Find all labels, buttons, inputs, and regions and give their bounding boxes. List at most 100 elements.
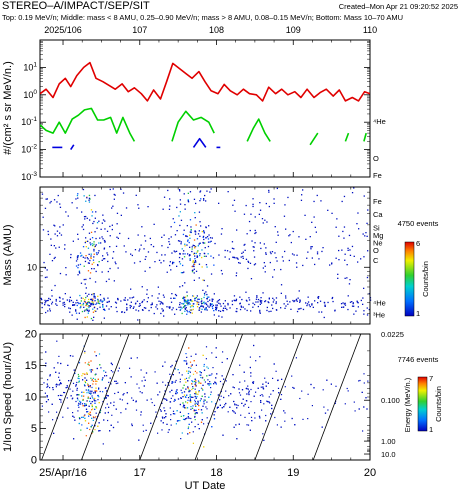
velocity-point <box>307 393 309 395</box>
mass-point <box>366 235 368 237</box>
mass-point <box>50 238 52 240</box>
mass-point <box>101 300 103 302</box>
mass-point <box>353 305 355 307</box>
mass-point <box>268 205 270 208</box>
mass-point <box>169 264 171 267</box>
velocity-point <box>98 422 100 424</box>
velocity-tick-label-2: 10 <box>25 392 37 404</box>
velocity-point <box>277 387 280 389</box>
mass-point <box>183 256 186 258</box>
velocity-tick-label-1: 5 <box>31 423 37 435</box>
velocity-point <box>66 385 68 387</box>
velocity-point <box>84 352 86 354</box>
mass-point <box>318 296 320 298</box>
mass-point <box>101 271 103 273</box>
mass-point <box>41 306 43 309</box>
mass-plot-frame <box>39 186 371 325</box>
velocity-point <box>194 395 196 398</box>
velocity-point <box>259 356 261 358</box>
velocity-point <box>187 416 189 418</box>
mass-point <box>259 311 261 313</box>
velocity-point <box>47 399 49 401</box>
mass-point <box>100 242 102 244</box>
mass-point <box>252 203 254 205</box>
mass-point <box>157 297 159 299</box>
mass-point <box>362 297 364 299</box>
velocity-point <box>188 417 190 419</box>
mass-point <box>254 229 256 232</box>
velocity-point <box>95 373 97 375</box>
mass-point <box>315 231 317 233</box>
velocity-point <box>111 363 113 366</box>
mass-point <box>200 305 202 307</box>
velocity-point <box>188 423 190 425</box>
mass-point <box>191 312 193 314</box>
velocity-point <box>223 378 225 380</box>
mass-point <box>209 237 212 239</box>
velocity-point <box>77 377 79 379</box>
velocity-point <box>77 404 79 406</box>
velocity-point <box>157 394 159 396</box>
mass-point <box>167 189 169 192</box>
mass-point <box>311 257 313 259</box>
velocity-point <box>87 363 89 365</box>
mass-point <box>92 303 94 305</box>
mass-point <box>182 298 185 300</box>
velocity-point <box>263 403 265 405</box>
mass-point <box>155 306 157 308</box>
velocity-point <box>183 415 185 417</box>
velocity-point <box>179 411 181 413</box>
mass-point <box>55 247 57 249</box>
mass-point <box>93 220 95 223</box>
velocity-point <box>105 407 107 409</box>
mass-point <box>254 232 256 235</box>
mass-point <box>88 310 90 312</box>
mass-point <box>187 299 189 301</box>
velocity-point <box>210 387 212 389</box>
velocity-point <box>238 423 240 425</box>
mass-point <box>239 262 241 264</box>
mass-point <box>185 300 187 302</box>
mass-point <box>70 256 72 259</box>
velocity-point <box>117 382 119 384</box>
velocity-point <box>194 385 197 387</box>
velocity-point <box>253 395 255 397</box>
velocity-point <box>69 355 72 357</box>
velocity-point <box>162 417 164 419</box>
mass-point <box>117 299 119 301</box>
velocity-point <box>124 382 126 384</box>
mass-point <box>185 304 187 307</box>
mass-point <box>77 238 79 240</box>
mass-point <box>248 299 251 301</box>
mass-point <box>205 307 207 309</box>
velocity-point <box>179 403 181 406</box>
mass-point <box>196 303 198 305</box>
velocity-point <box>94 425 96 427</box>
velocity-point <box>84 417 86 419</box>
velocity-point <box>194 419 196 421</box>
mass-point <box>203 279 205 282</box>
mass-point <box>210 188 212 190</box>
mass-point <box>310 246 312 248</box>
velocity-point <box>96 367 98 370</box>
mass-point <box>254 242 256 244</box>
mass-point <box>169 243 171 245</box>
velocity-point <box>106 390 108 392</box>
mass-point <box>163 196 166 198</box>
mass-point <box>302 264 304 267</box>
mass-point <box>151 295 153 297</box>
mass-point <box>218 302 220 304</box>
mass-point <box>274 252 276 254</box>
mass-point <box>183 193 185 195</box>
mass-point <box>271 304 273 306</box>
velocity-point <box>181 432 183 434</box>
mass-point <box>178 189 181 191</box>
velocity-point <box>143 376 145 378</box>
mass-point <box>89 242 91 244</box>
mass-tick-label-0: 10 <box>27 262 37 272</box>
velocity-point <box>200 398 202 400</box>
velocity-point <box>89 369 91 371</box>
mass-point <box>182 272 184 274</box>
mass-point <box>103 297 105 299</box>
